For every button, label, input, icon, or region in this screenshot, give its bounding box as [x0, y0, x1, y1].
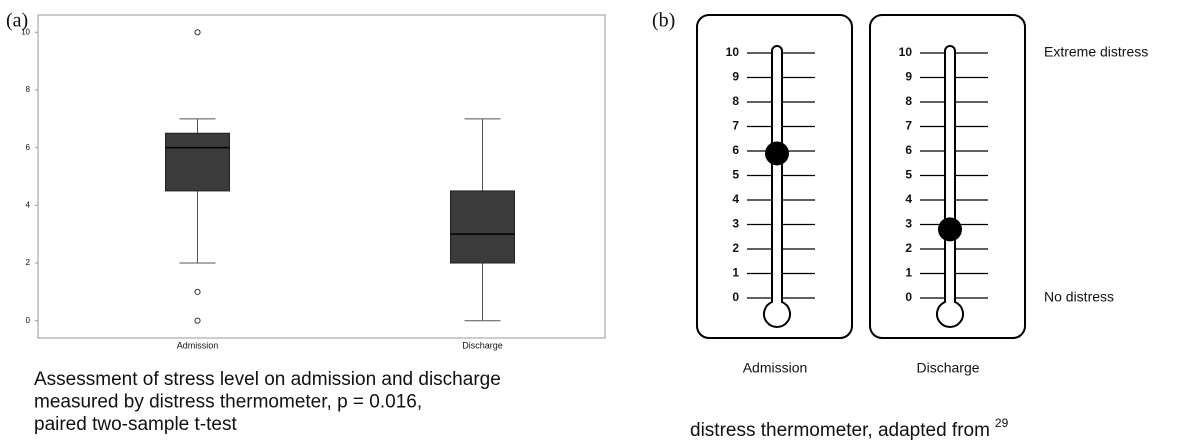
- caption: measured by distress thermometer, p = 0.…: [34, 392, 422, 413]
- y-tick-label: 9: [732, 70, 739, 84]
- y-tick-label: 0: [26, 316, 31, 325]
- category-label: Admission: [743, 360, 808, 376]
- y-tick-label: 2: [905, 241, 912, 255]
- outlier: [195, 289, 200, 294]
- y-tick-label: 1: [732, 266, 739, 280]
- y-tick-label: 8: [26, 85, 31, 94]
- x-tick-label: Discharge: [462, 340, 503, 350]
- y-tick-label: 10: [899, 45, 913, 59]
- y-tick-label: 2: [732, 241, 739, 255]
- y-tick-label: 8: [732, 94, 739, 108]
- y-tick-label: 8: [905, 94, 912, 108]
- y-tick-label: 3: [905, 217, 912, 231]
- box: [451, 191, 515, 263]
- y-tick-label: 7: [732, 119, 739, 133]
- y-tick-label: 1: [905, 266, 912, 280]
- caption: Assessment of stress level on admission …: [34, 369, 501, 390]
- y-tick-label: 5: [732, 168, 739, 182]
- caption-ref: 29: [995, 416, 1009, 430]
- y-tick-label: 0: [905, 290, 912, 304]
- outlier: [195, 318, 200, 323]
- y-tick-label: 9: [905, 70, 912, 84]
- y-tick-label: 7: [905, 119, 912, 133]
- caption-text: distress thermometer, adapted from: [690, 420, 990, 441]
- y-tick-label: 0: [732, 290, 739, 304]
- level-dot: [938, 217, 962, 241]
- outlier: [195, 30, 200, 35]
- y-tick-label: 10: [21, 27, 30, 36]
- annotation: No distress: [1044, 289, 1114, 305]
- category-label: Discharge: [916, 360, 979, 376]
- y-tick-label: 5: [905, 168, 912, 182]
- y-tick-label: 3: [732, 217, 739, 231]
- y-tick-label: 6: [732, 143, 739, 157]
- y-tick-label: 6: [26, 143, 31, 152]
- plot-frame: [38, 15, 605, 338]
- y-tick-label: 10: [726, 45, 740, 59]
- y-tick-label: 4: [732, 192, 739, 206]
- figure: (a)0246810AdmissionDischargeAssessment o…: [0, 0, 1177, 442]
- annotation: Extreme distress: [1044, 44, 1148, 60]
- level-dot: [765, 141, 789, 165]
- caption: paired two-sample t-test: [34, 414, 237, 435]
- stem: [937, 46, 963, 327]
- x-tick-label: Admission: [177, 340, 219, 350]
- y-tick-label: 6: [905, 143, 912, 157]
- stem: [764, 46, 790, 327]
- y-tick-label: 2: [26, 258, 31, 267]
- y-tick-label: 4: [26, 200, 31, 209]
- box: [166, 133, 230, 191]
- y-tick-label: 4: [905, 192, 912, 206]
- panel-label: (b): [652, 10, 675, 32]
- caption: distress thermometer, adapted from 29: [690, 416, 1009, 441]
